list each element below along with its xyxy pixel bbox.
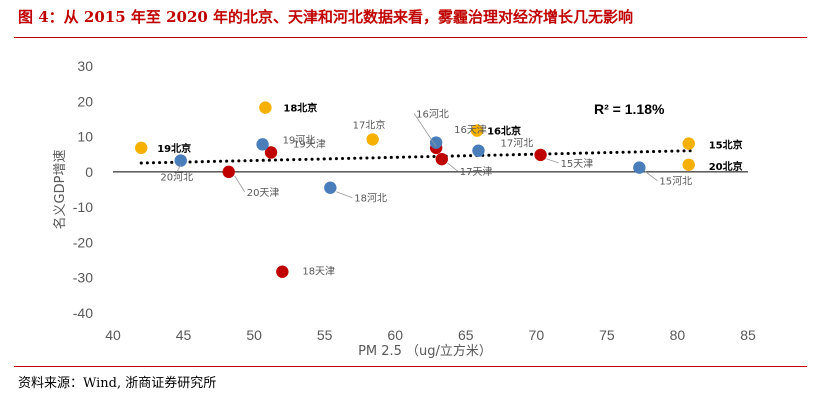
- point-hebei: [472, 144, 485, 157]
- point-label: 20北京: [709, 160, 743, 173]
- data-points: [135, 101, 695, 278]
- source-note: 资料来源：Wind, 浙商证券研究所: [18, 376, 217, 391]
- x-tick-label: 60: [387, 327, 403, 343]
- point-label: 16北京: [487, 125, 521, 138]
- point-tianjin: [435, 152, 448, 166]
- figure-title: 图 4：从 2015 年至 2020 年的北京、天津和河北数据来看，雾霾治理对经…: [18, 8, 634, 26]
- x-tick-label: 50: [246, 327, 262, 343]
- x-tick-label: 80: [670, 327, 686, 343]
- point-label: 19河北: [283, 134, 316, 146]
- point-hebei: [429, 136, 443, 149]
- point-label: 15河北: [659, 176, 692, 188]
- x-tick-label: 85: [740, 327, 756, 343]
- leader-line: [447, 162, 459, 172]
- point-hebei: [633, 161, 646, 174]
- y-axis-title: 名义GDP增速: [52, 150, 68, 230]
- point-label: 18天津: [302, 266, 335, 278]
- point-beijing: [682, 137, 695, 150]
- point-beijing: [135, 141, 148, 155]
- point-label: 20天津: [247, 187, 280, 199]
- point-label: 16天津: [454, 124, 487, 136]
- x-tick-label: 70: [529, 327, 545, 343]
- point-label: 15天津: [561, 158, 594, 170]
- point-beijing: [470, 124, 484, 137]
- y-tick-label: -40: [73, 305, 93, 321]
- x-tick-label: 40: [105, 327, 121, 343]
- point-label: 17北京: [353, 118, 386, 131]
- point-label: 19北京: [157, 142, 191, 155]
- leader-line: [234, 175, 246, 193]
- x-tick-label: 75: [599, 327, 615, 343]
- x-tick-label: 65: [458, 327, 474, 343]
- leader-line: [645, 171, 658, 181]
- point-label: 17天津: [460, 166, 493, 178]
- leader-line: [336, 191, 353, 199]
- point-beijing: [366, 133, 379, 146]
- leader-line: [174, 164, 182, 177]
- source-rule: [14, 366, 807, 367]
- x-axis-ticks: 40 45 50 55 60 65 70 75 80 85: [105, 327, 756, 343]
- y-tick-label: 10: [77, 129, 93, 145]
- point-hebei: [256, 138, 269, 151]
- point-label: 16河北: [416, 109, 449, 121]
- point-label: 17河北: [500, 138, 533, 150]
- x-tick-label: 55: [317, 327, 333, 343]
- x-tick-label: 45: [176, 327, 192, 343]
- y-tick-label: 0: [85, 164, 93, 180]
- point-tianjin: [276, 265, 289, 278]
- point-hebei: [174, 154, 187, 167]
- leader-line: [413, 113, 437, 147]
- trendline: [139, 149, 694, 165]
- r-squared-annotation: R² = 1.18%: [594, 101, 665, 117]
- point-beijing: [259, 101, 272, 114]
- x-axis-title: PM 2.5 （ug/立方米）: [358, 343, 492, 359]
- y-tick-label: -10: [73, 199, 93, 215]
- title-rule: [14, 37, 807, 38]
- point-label: 19天津: [293, 138, 326, 150]
- point-tianjin: [222, 165, 235, 179]
- point-hebei: [324, 181, 337, 194]
- y-tick-label: 20: [77, 93, 93, 109]
- point-label: 18河北: [354, 193, 387, 205]
- scatter-chart: 30 20 10 0 -10 -20 -30 -40 40 45 50 55 60 65 70 75 80 85…: [52, 58, 756, 359]
- point-label: 18北京: [283, 102, 317, 115]
- point-beijing: [682, 158, 695, 171]
- y-tick-label: 30: [77, 58, 93, 74]
- point-tianjin: [264, 146, 278, 159]
- point-label: 20河北: [160, 172, 193, 184]
- point-labels: 15北京 16北京 17北京 18北京 19北京 20北京 15天津 16天津 17天津 18天津…: [157, 102, 742, 278]
- y-axis-ticks: 30 20 10 0 -10 -20 -30 -40: [73, 58, 93, 321]
- y-tick-label: -30: [73, 270, 93, 286]
- y-tick-label: -20: [73, 234, 93, 250]
- leader-line: [546, 158, 559, 164]
- point-label: 15北京: [709, 139, 743, 152]
- point-tianjin: [534, 148, 547, 162]
